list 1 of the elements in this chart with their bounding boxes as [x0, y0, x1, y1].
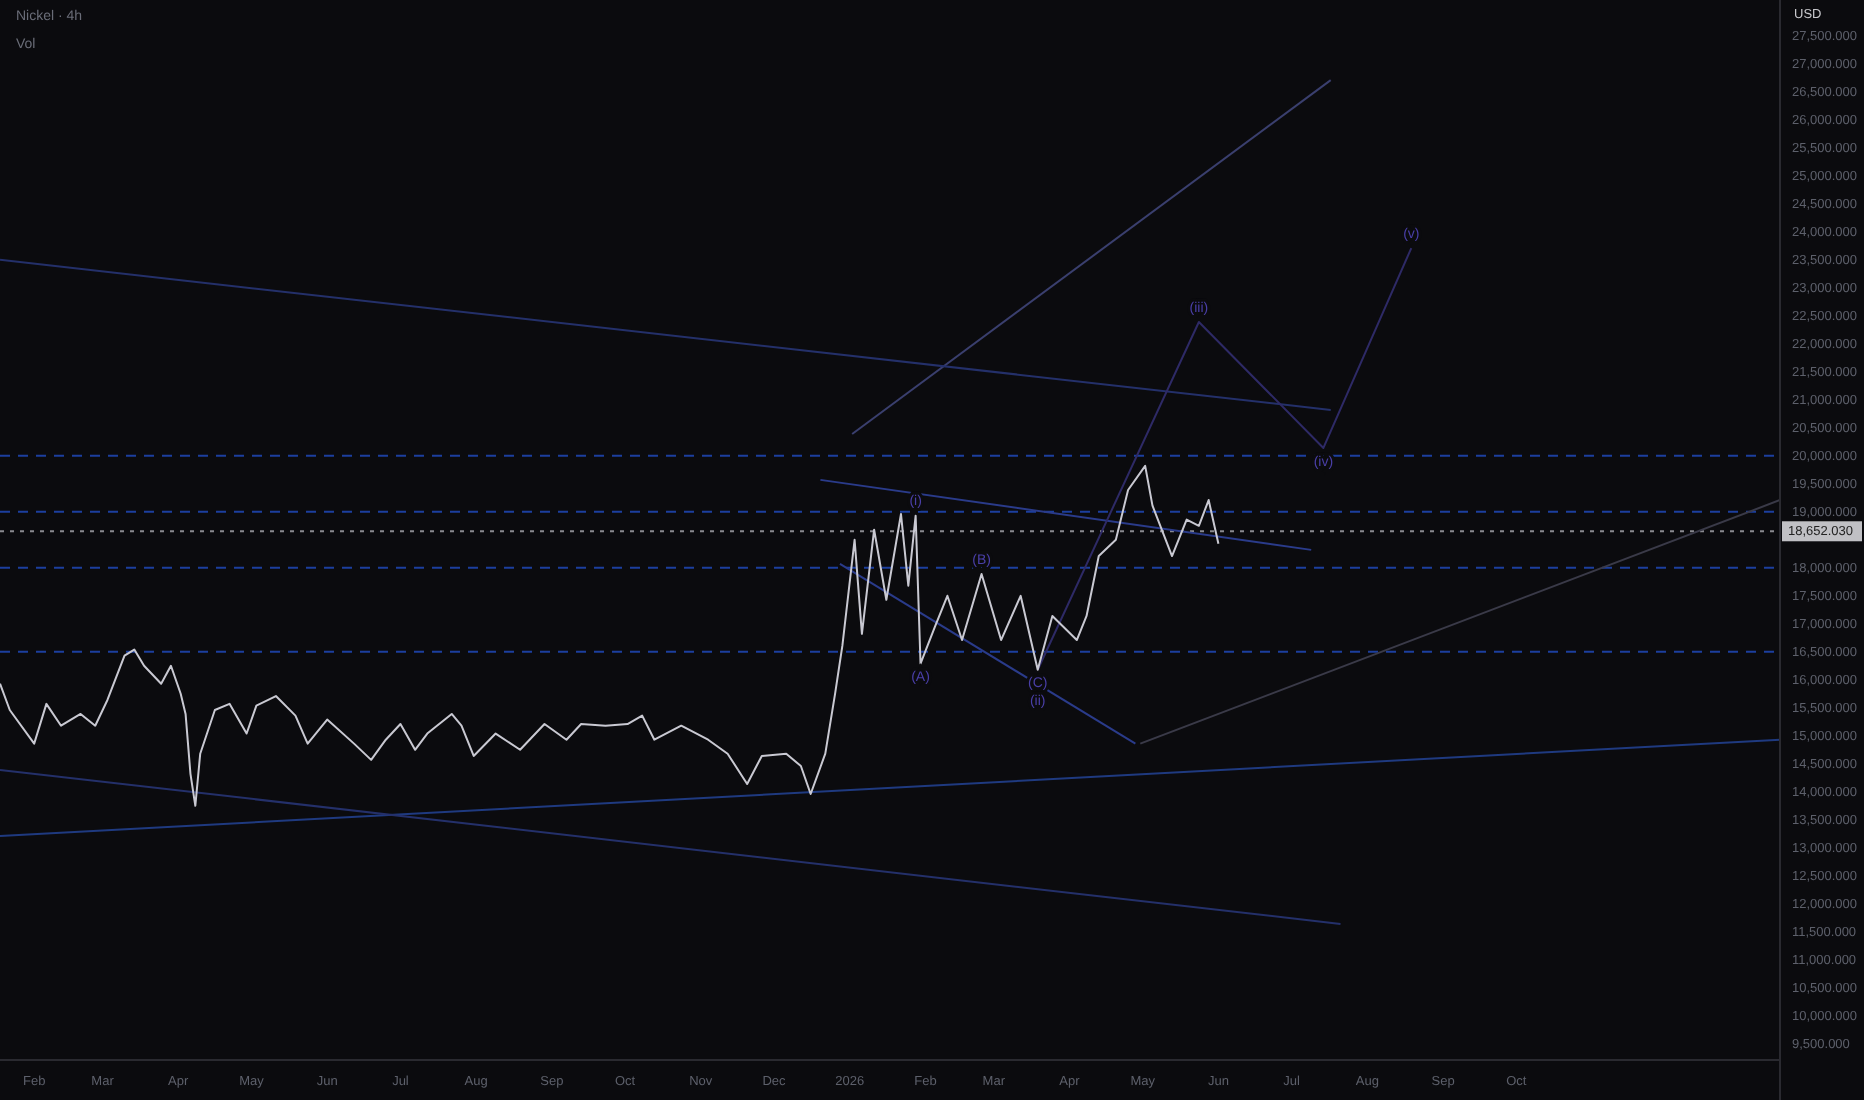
line-series [0, 464, 1220, 807]
